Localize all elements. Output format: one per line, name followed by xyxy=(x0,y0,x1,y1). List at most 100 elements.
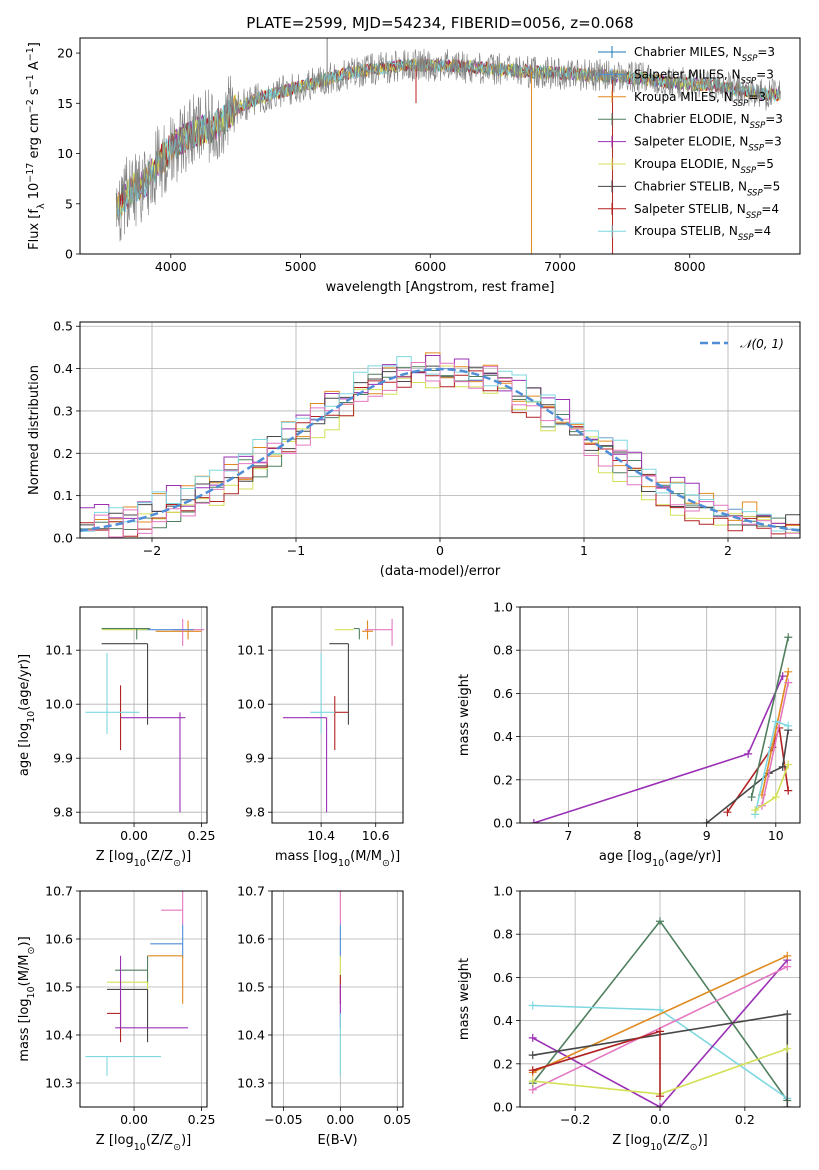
errorbar-point xyxy=(310,652,335,734)
y-tick-label: 10.1 xyxy=(237,643,265,658)
errorbar-point xyxy=(150,924,184,959)
line-marker xyxy=(656,1005,664,1014)
errorbar-point xyxy=(85,1056,162,1076)
x-tick-label: 0.05 xyxy=(383,1112,411,1127)
panel-spectrum: 4000 5000 6000 7000 8000 0 5 10 15 20 wavelength [… xyxy=(25,37,801,295)
y-axis-label: Flux [fλ 10−17 erg cm−2 s−1 A−1] xyxy=(25,42,47,250)
line-series-salpeter_elodie xyxy=(532,959,788,1107)
y-tick-label: 0.6 xyxy=(493,686,513,701)
legend-entry: Chabrier ELODIE, NSSP=3 xyxy=(634,112,783,131)
legend: 𝒩(0, 1) xyxy=(700,337,784,351)
line-plot-area xyxy=(528,917,792,1107)
y-tick-label: 10.0 xyxy=(45,697,73,712)
errorbar-point xyxy=(364,618,393,646)
legend-entry: 𝒩(0, 1) xyxy=(740,337,784,351)
line-marker xyxy=(528,1033,537,1042)
panel-mass_vs_Z: 0.00 0.25 10.3 10.4 10.5 10.6 10.7 Z [log10(Z/Z… xyxy=(17,884,216,1153)
x-tick-label: 8000 xyxy=(674,259,706,274)
line-marker xyxy=(528,1085,537,1094)
line-series-chabrier_elodie xyxy=(750,637,789,798)
errorbar-point xyxy=(115,955,189,1029)
x-axis-label: mass [log10(M/M⊙)] xyxy=(275,849,400,869)
y-tick-label: 0.0 xyxy=(493,816,513,831)
y-tick-label: 10.7 xyxy=(237,884,265,899)
x-axis-label: (data-model)/error xyxy=(380,564,501,579)
line-series-kroupa_miles xyxy=(532,955,788,1074)
line-marker xyxy=(784,760,793,769)
x-tick-label: −1 xyxy=(287,543,305,558)
y-axis-label: age [log10(age/yr)] xyxy=(17,654,37,776)
line-series-salpeter_elodie xyxy=(533,675,784,823)
x-tick-label: 7 xyxy=(564,828,572,843)
panel-residuals: −2 −1 0 1 2 0.0 0.1 0.2 0.3 0.4 0.5 (data-model)/er… xyxy=(27,319,801,579)
y-tick-label: 0 xyxy=(65,247,73,262)
y-tick-label: 10.5 xyxy=(237,980,265,995)
x-tick-label: −0.2 xyxy=(560,1112,590,1127)
line-marker xyxy=(528,1066,537,1075)
y-tick-label: 0.4 xyxy=(53,361,73,376)
line-marker xyxy=(528,1077,537,1086)
errorbar-point xyxy=(334,696,349,751)
line-marker xyxy=(784,678,793,687)
y-tick-label: 0.2 xyxy=(493,772,513,787)
x-tick-label: 9 xyxy=(703,828,711,843)
hist-series-pink xyxy=(80,362,800,538)
x-tick-label: 0.0 xyxy=(650,1112,670,1127)
x-tick-label: 5000 xyxy=(285,259,317,274)
y-tick-label: 5 xyxy=(65,196,73,211)
y-axis-label: mass weight xyxy=(457,958,472,1040)
normal-curve xyxy=(80,367,800,532)
x-tick-label: 4000 xyxy=(155,259,187,274)
x-tick-label: 2 xyxy=(724,543,732,558)
legend-entry: Kroupa STELIB, NSSP=4 xyxy=(634,224,771,243)
line-plot-area xyxy=(529,633,793,823)
line-marker xyxy=(751,806,760,815)
x-tick-label: −0.05 xyxy=(264,1112,302,1127)
x-axis-label: E(B-V) xyxy=(317,1133,357,1148)
x-tick-label: 0.00 xyxy=(120,828,148,843)
errorbar-point xyxy=(85,652,140,734)
x-tick-label: 7000 xyxy=(544,259,576,274)
line-series-pink xyxy=(761,682,789,806)
x-tick-label: −2 xyxy=(143,543,161,558)
line-marker xyxy=(702,819,711,823)
x-tick-label: 10 xyxy=(768,828,784,843)
line-marker xyxy=(783,1103,792,1107)
line-marker xyxy=(784,786,793,795)
x-tick-label: 1 xyxy=(580,543,588,558)
errorbar-point xyxy=(120,712,186,813)
y-axis-label: mass weight xyxy=(457,674,472,756)
y-tick-label: 0.0 xyxy=(493,1100,513,1115)
errorbar-plot-area xyxy=(85,618,205,813)
line-marker xyxy=(744,749,753,758)
plot-frame xyxy=(271,606,404,824)
y-tick-label: 0.1 xyxy=(53,488,73,503)
line-marker xyxy=(784,633,793,642)
y-tick-label: 10.3 xyxy=(237,1076,265,1091)
y-tick-label: 10.6 xyxy=(237,932,265,947)
y-tick-label: 0.3 xyxy=(53,403,73,418)
errorbar-point xyxy=(101,643,149,725)
line-marker xyxy=(771,793,780,802)
x-tick-label: 10.4 xyxy=(307,828,335,843)
y-tick-label: 1.0 xyxy=(493,884,513,899)
x-tick-label: 6000 xyxy=(414,259,446,274)
x-tick-label: 0.25 xyxy=(188,828,216,843)
legend-entry: Salpeter STELIB, NSSP=4 xyxy=(634,202,779,221)
y-tick-label: 10.0 xyxy=(237,697,265,712)
y-axis-label: mass [log10(M/M⊙)] xyxy=(17,936,37,1061)
y-tick-label: 0.6 xyxy=(493,970,513,985)
line-series-chabrier_stelib xyxy=(706,729,789,823)
plot-frame xyxy=(79,890,208,1108)
legend-entry: Chabrier STELIB, NSSP=5 xyxy=(634,179,780,198)
errorbar-point xyxy=(101,628,151,640)
y-tick-label: 20 xyxy=(57,46,73,61)
hist-plot-area xyxy=(80,352,800,538)
spectrum-plot-area xyxy=(115,38,781,254)
line-marker xyxy=(783,962,792,971)
x-tick-label: 0.00 xyxy=(120,1112,148,1127)
y-tick-label: 10.7 xyxy=(45,884,73,899)
errorbar-point xyxy=(107,988,149,1043)
y-tick-label: 9.8 xyxy=(245,805,265,820)
